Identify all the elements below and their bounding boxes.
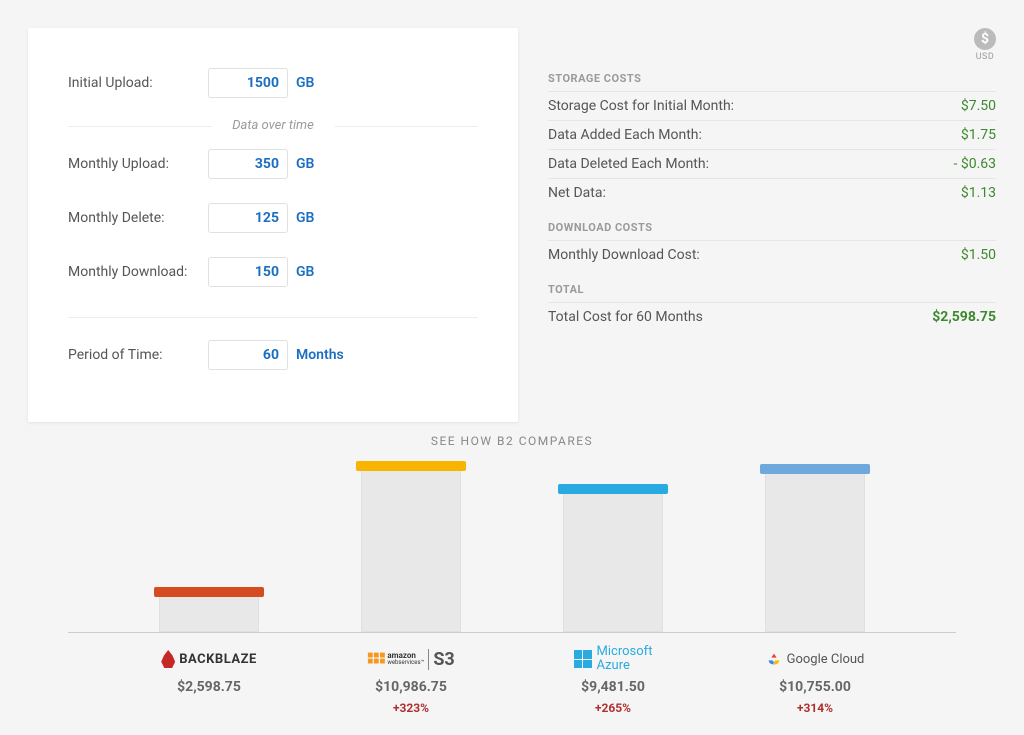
aws-subtext: webservices™: [387, 660, 424, 666]
google-cloud-icon: [766, 651, 782, 667]
period-input[interactable]: [208, 340, 288, 370]
compare-labels: BACKBLAZE$2,598.75■■■■■■amazonwebservice…: [68, 633, 956, 715]
provider-delta-azure: +265%: [558, 701, 668, 715]
provider-azure: MicrosoftAzure $9,481.50 +265%: [558, 647, 668, 715]
provider-price-backblaze: $2,598.75: [154, 679, 264, 695]
aws-boxes-icon: ■■■■■■: [367, 653, 385, 665]
calculator-card: Initial Upload: GB Data over time Monthl…: [28, 28, 518, 422]
provider-price-azure: $9,481.50: [558, 679, 668, 695]
provider-logo-s3: ■■■■■■amazonwebservices™S3: [356, 647, 466, 671]
provider-delta-gcloud: +314%: [760, 701, 870, 715]
download-costs-header: DOWNLOAD COSTS: [548, 207, 996, 240]
storage-costs-header: STORAGE COSTS: [548, 58, 996, 91]
provider-price-gcloud: $10,755.00: [760, 679, 870, 695]
monthly-delete-input[interactable]: [208, 203, 288, 233]
compare-bars: [68, 458, 956, 633]
compare-bar-backblaze: [159, 593, 259, 632]
data-over-time-label: Data over time: [68, 118, 478, 133]
dollar-icon: $: [974, 28, 996, 50]
total-header: TOTAL: [548, 269, 996, 302]
initial-upload-label: Initial Upload:: [68, 75, 208, 91]
data-deleted-value: - $0.63: [953, 156, 996, 172]
provider-logo-azure: MicrosoftAzure: [558, 647, 668, 671]
net-data-value: $1.13: [961, 185, 996, 201]
compare-bar-azure: [563, 490, 663, 632]
monthly-download-input[interactable]: [208, 257, 288, 287]
google-cloud-text: Google Cloud: [787, 652, 865, 667]
monthly-download-label: Monthly Download:: [68, 264, 208, 280]
provider-backblaze: BACKBLAZE $2,598.75: [154, 647, 264, 715]
monthly-upload-input[interactable]: [208, 149, 288, 179]
monthly-download-cost-value: $1.50: [961, 247, 996, 263]
monthly-download-unit: GB: [296, 264, 314, 280]
provider-logo-gcloud: Google Cloud: [760, 647, 870, 671]
storage-initial-value: $7.50: [961, 98, 996, 114]
provider-delta-s3: +323%: [356, 701, 466, 715]
compare-bar-s3: [361, 467, 461, 632]
costs-panel: $ USD STORAGE COSTS Storage Cost for Ini…: [548, 28, 996, 422]
compare-bar-gcloud: [765, 470, 865, 632]
data-deleted-label: Data Deleted Each Month:: [548, 156, 709, 172]
microsoft-grid-icon: [574, 650, 592, 668]
provider-logo-backblaze: BACKBLAZE: [154, 647, 264, 671]
data-added-value: $1.75: [961, 127, 996, 143]
currency-badge[interactable]: $ USD: [974, 28, 996, 62]
compare-section: SEE HOW B2 COMPARES BACKBLAZE $2,598.75 ■■…: [0, 422, 1024, 715]
storage-initial-label: Storage Cost for Initial Month:: [548, 98, 734, 114]
total-value: $2,598.75: [932, 309, 996, 325]
currency-code: USD: [974, 52, 996, 62]
total-label: Total Cost for 60 Months: [548, 309, 703, 325]
azure-text: MicrosoftAzure: [597, 645, 653, 672]
s3-text: S3: [428, 649, 454, 670]
monthly-delete-label: Monthly Delete:: [68, 210, 208, 226]
monthly-download-cost-label: Monthly Download Cost:: [548, 247, 700, 263]
initial-upload-unit: GB: [296, 75, 314, 91]
monthly-delete-unit: GB: [296, 210, 314, 226]
initial-upload-input[interactable]: [208, 68, 288, 98]
period-unit: Months: [296, 347, 344, 363]
data-added-label: Data Added Each Month:: [548, 127, 702, 143]
monthly-upload-unit: GB: [296, 156, 314, 172]
provider-price-s3: $10,986.75: [356, 679, 466, 695]
backblaze-text: BACKBLAZE: [179, 652, 257, 667]
monthly-upload-label: Monthly Upload:: [68, 156, 208, 172]
net-data-label: Net Data:: [548, 185, 606, 201]
provider-s3: ■■■■■■amazonwebservices™S3$10,986.75+323…: [356, 647, 466, 715]
backblaze-flame-icon: [161, 650, 175, 668]
provider-gcloud: Google Cloud $10,755.00 +314%: [760, 647, 870, 715]
period-label: Period of Time:: [68, 347, 208, 363]
compare-title: SEE HOW B2 COMPARES: [28, 434, 996, 448]
